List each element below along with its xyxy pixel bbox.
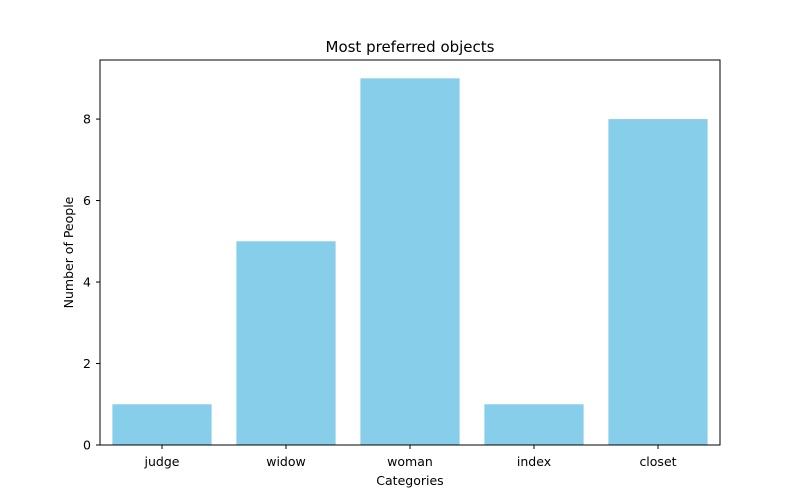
bar-widow	[236, 241, 336, 445]
x-tick-label: widow	[266, 454, 306, 469]
chart-title: Most preferred objects	[326, 38, 495, 56]
bars-group	[112, 78, 708, 446]
y-tick-label: 4	[83, 275, 91, 290]
bar-judge	[112, 404, 212, 445]
x-tick-label: index	[517, 454, 551, 469]
x-tick-label: woman	[387, 454, 433, 469]
y-tick-label: 8	[83, 112, 91, 127]
x-tick-label: judge	[144, 454, 180, 469]
x-axis-ticks: judge widow woman index closet	[144, 445, 677, 469]
y-tick-label: 0	[83, 438, 91, 453]
y-tick-label: 6	[83, 193, 91, 208]
x-tick-label: closet	[639, 454, 676, 469]
bar-index	[484, 404, 584, 445]
y-tick-label: 2	[83, 356, 91, 371]
bar-woman	[360, 78, 460, 445]
y-axis-ticks: 0 2 4 6 8	[83, 112, 100, 453]
bar-closet	[608, 119, 708, 446]
x-axis-label: Categories	[376, 473, 443, 488]
y-axis-label: Number of People	[61, 196, 76, 308]
